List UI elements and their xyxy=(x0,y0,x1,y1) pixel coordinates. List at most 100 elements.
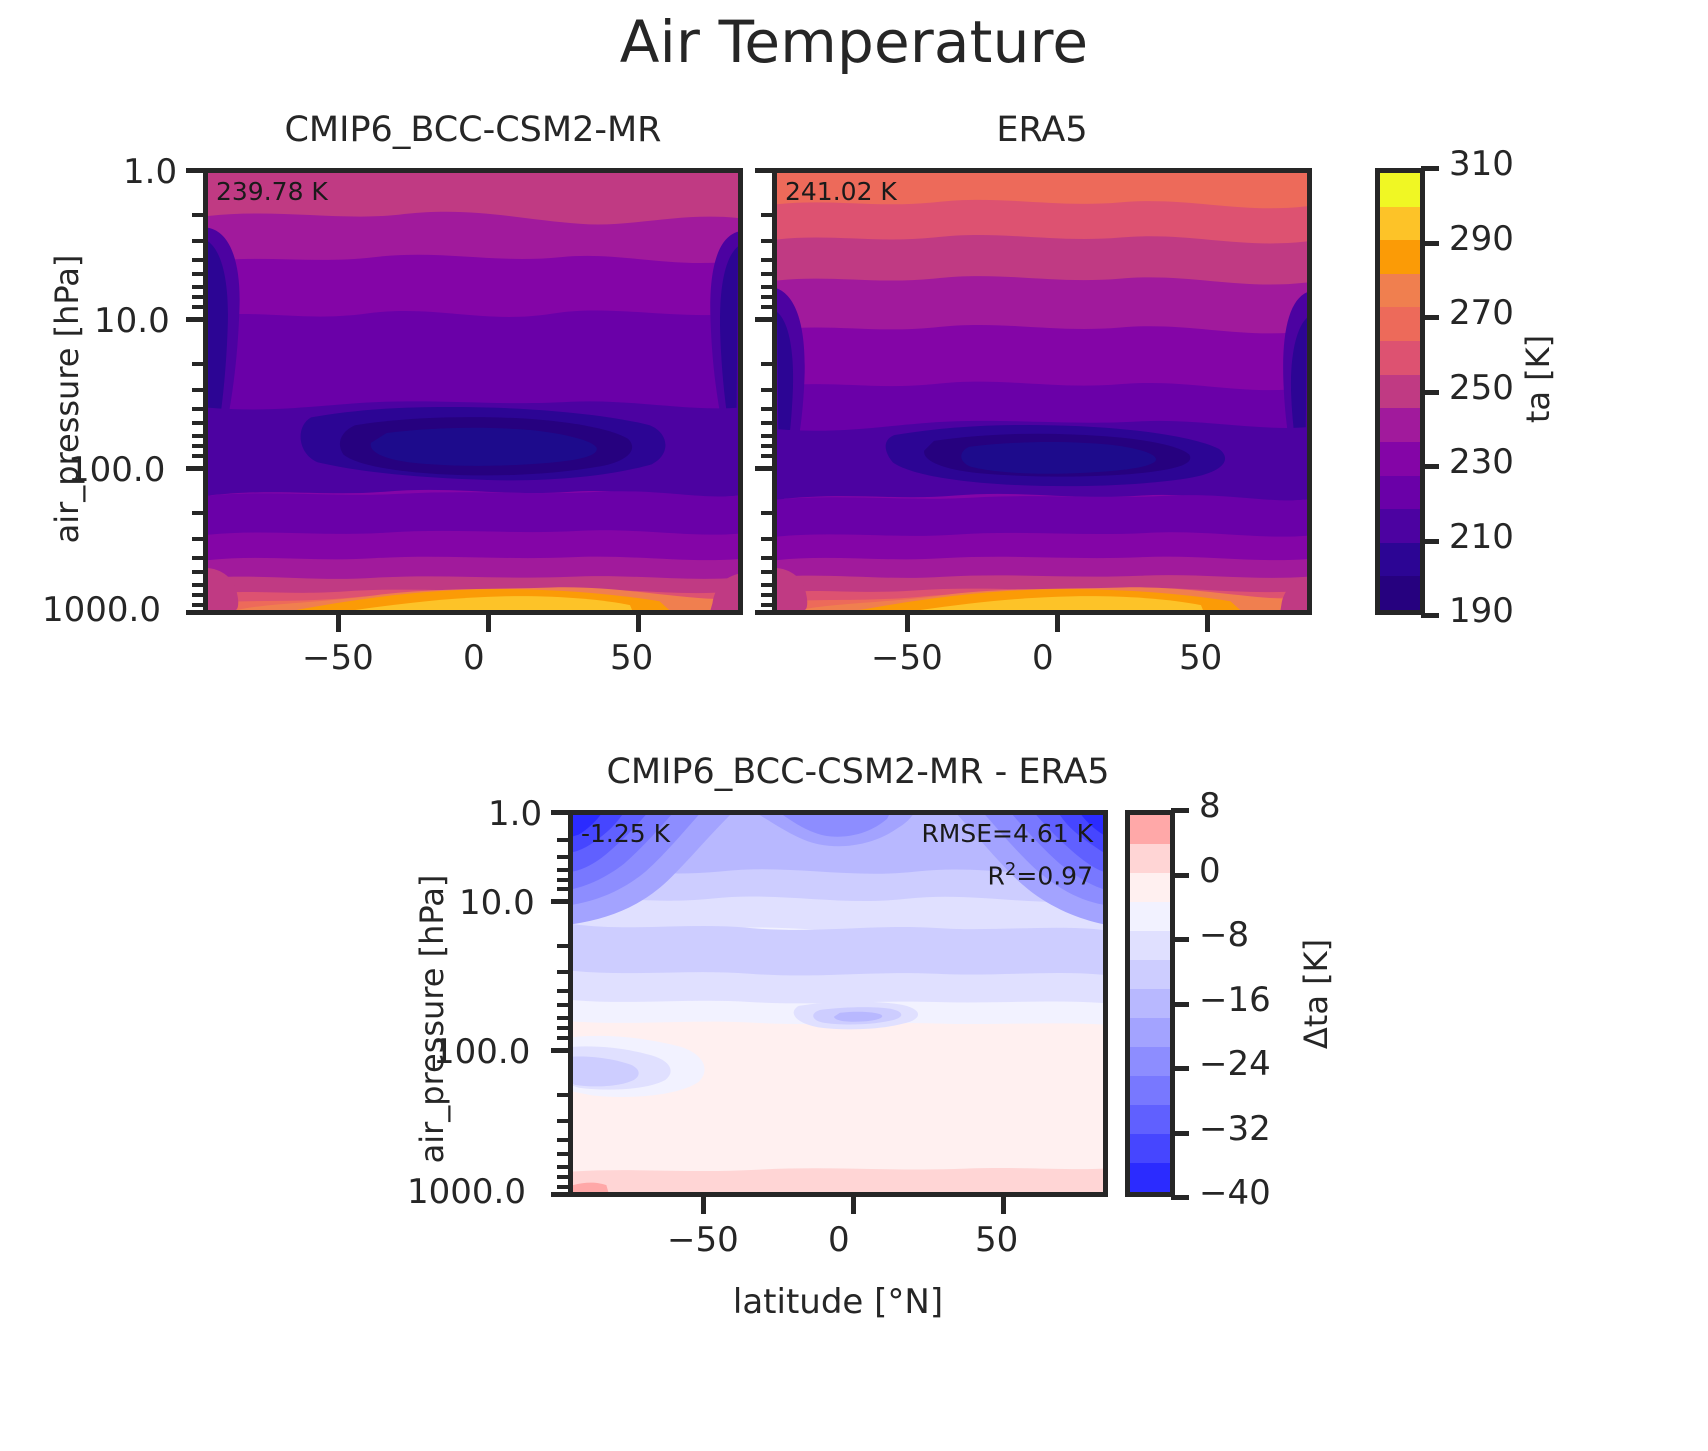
ytick-mark-model-minor-d xyxy=(192,272,203,276)
figure-title: Air Temperature xyxy=(619,8,1089,76)
colorbar-tick-mark xyxy=(1421,464,1439,469)
ytick-mark-model-minor-a xyxy=(192,213,203,217)
ytick-mark-reference-minor-p xyxy=(761,537,772,541)
mean-annotation-model: 239.78 K xyxy=(216,177,328,206)
colorbar-segment xyxy=(1380,240,1420,275)
ytick-mark-difference-minor-d xyxy=(557,878,568,882)
ytick-mark-reference-minor-t xyxy=(761,593,772,597)
colorbar-tick-mark xyxy=(1171,1066,1189,1071)
colorbar-tick-mark xyxy=(1171,1195,1189,1200)
colorbar-segment xyxy=(1130,960,1170,990)
ytick-mark-difference-minor-a xyxy=(557,838,568,842)
xtick-difference-2: 50 xyxy=(975,1220,1019,1260)
colorbar-tick-label: 310 xyxy=(1449,144,1514,184)
colorbar-segment xyxy=(1130,873,1170,903)
ytick-mark-model-minor-i xyxy=(192,388,203,392)
colorbar-segment xyxy=(1130,931,1170,961)
ytick-mark-difference-minor-p xyxy=(557,1152,568,1156)
ytick-mark-difference-minor-g xyxy=(557,970,568,974)
ytick-mark-model-minor-u xyxy=(192,603,203,607)
colorbar-segment xyxy=(1380,374,1420,410)
colorbar-tick-label: −16 xyxy=(1199,979,1271,1020)
ytick-mark-difference-minor-l xyxy=(557,1036,568,1040)
ytick-mark-difference-minor-q xyxy=(557,1165,568,1169)
ytick-mark-model-minor-s xyxy=(192,583,203,587)
ytick-model-3: 1000.0 xyxy=(42,590,161,630)
colorbar-ta[interactable] xyxy=(1375,168,1425,615)
ytick-mark-difference-minor-c xyxy=(557,868,568,872)
ytick-mark-reference-minor-g xyxy=(761,305,772,309)
colorbar-segment xyxy=(1380,307,1420,343)
colorbar-segment xyxy=(1130,1018,1170,1048)
plot-area-model[interactable]: 239.78 K xyxy=(203,168,743,615)
colorbar-segment xyxy=(1130,902,1170,932)
colorbar-tick-label: −8 xyxy=(1199,915,1250,955)
ytick-mark-model-minor-t xyxy=(192,593,203,597)
ytick-mark-reference-major-0 xyxy=(755,168,772,173)
r2-annotation: R2=0.97 xyxy=(988,859,1093,890)
colorbar-label-ta: ta [K] xyxy=(1519,334,1557,424)
colorbar-tick-mark xyxy=(1171,1130,1189,1136)
colorbar-segment xyxy=(1130,989,1170,1019)
xlabel-difference: latitude [°N] xyxy=(732,1282,944,1322)
ytick-mark-difference-minor-m xyxy=(557,1093,568,1097)
colorbar-segment xyxy=(1380,542,1420,578)
ytick-mark-model-minor-j xyxy=(192,407,203,411)
colorbar-label-delta-ta: Δta [K] xyxy=(1297,938,1335,1050)
ytick-mark-model-major-0 xyxy=(186,168,203,173)
ytick-difference-1: 10.0 xyxy=(459,883,535,923)
ytick-mark-reference-major-3 xyxy=(755,610,772,615)
panel-title-difference: CMIP6_BCC-CSM2-MR - ERA5 xyxy=(606,752,1110,792)
ytick-mark-reference-minor-h xyxy=(761,362,772,366)
contour-field-reference xyxy=(777,173,1307,610)
colorbar-tick-label: −24 xyxy=(1199,1044,1271,1084)
ytick-mark-reference-minor-f xyxy=(761,295,772,299)
colorbar-tick-mark xyxy=(1421,166,1439,171)
xtick-mark-reference-2 xyxy=(1205,615,1210,632)
ytick-mark-reference-minor-i xyxy=(761,388,772,392)
xtick-reference-2: 50 xyxy=(1179,638,1223,678)
ytick-mark-model-major-2 xyxy=(186,466,203,471)
ytick-mark-model-minor-r xyxy=(192,570,203,574)
ytick-mark-model-minor-e xyxy=(192,285,203,289)
ytick-mark-difference-major-1 xyxy=(551,899,568,904)
ytick-difference-2: 100.0 xyxy=(433,1032,531,1072)
colorbar-tick-mark xyxy=(1171,808,1189,813)
ytick-mark-reference-minor-r xyxy=(761,570,772,574)
ytick-mark-model-major-1 xyxy=(186,317,203,322)
ytick-mark-model-major-3 xyxy=(186,610,203,615)
ytick-mark-reference-minor-k xyxy=(761,421,772,425)
colorbar-tick-mark xyxy=(1421,613,1439,618)
ytick-mark-model-minor-k xyxy=(192,421,203,425)
ytick-mark-model-minor-p xyxy=(192,537,203,541)
colorbar-segment xyxy=(1380,273,1420,309)
ytick-mark-reference-minor-a xyxy=(761,213,772,217)
xtick-reference-1: 0 xyxy=(1032,638,1054,678)
xtick-mark-difference-0 xyxy=(701,1197,706,1214)
plot-area-reference[interactable]: 241.02 K xyxy=(772,168,1312,615)
ytick-mark-difference-minor-e xyxy=(557,887,568,891)
colorbar-segment xyxy=(1380,206,1420,242)
colorbar-delta-ta[interactable] xyxy=(1125,810,1175,1197)
xtick-model-2: 50 xyxy=(610,638,654,678)
mean-annotation-difference: -1.25 K xyxy=(581,819,671,848)
xtick-mark-difference-2 xyxy=(1001,1197,1006,1214)
ytick-mark-difference-major-0 xyxy=(551,810,568,815)
ytick-mark-difference-minor-s xyxy=(557,1185,568,1189)
ytick-mark-model-minor-h xyxy=(192,362,203,366)
ytick-mark-difference-minor-b xyxy=(557,855,568,859)
plot-area-difference[interactable]: -1.25 K RMSE=4.61 K R2=0.97 xyxy=(568,810,1108,1197)
ytick-mark-model-minor-g xyxy=(192,305,203,309)
colorbar-segment xyxy=(1130,1105,1170,1135)
ytick-mark-difference-major-2 xyxy=(551,1048,568,1053)
ytick-mark-reference-minor-c xyxy=(761,258,772,262)
ytick-mark-difference-minor-k xyxy=(557,1026,568,1030)
colorbar-tick-mark xyxy=(1421,240,1439,246)
colorbar-tick-label: 270 xyxy=(1449,293,1514,333)
ylabel-model: air_pressure [hPa] xyxy=(48,254,86,544)
colorbar-tick-label: 250 xyxy=(1449,367,1514,408)
colorbar-segment xyxy=(1380,576,1420,610)
colorbar-segment xyxy=(1130,1075,1170,1106)
colorbar-tick-label: −40 xyxy=(1199,1173,1271,1213)
